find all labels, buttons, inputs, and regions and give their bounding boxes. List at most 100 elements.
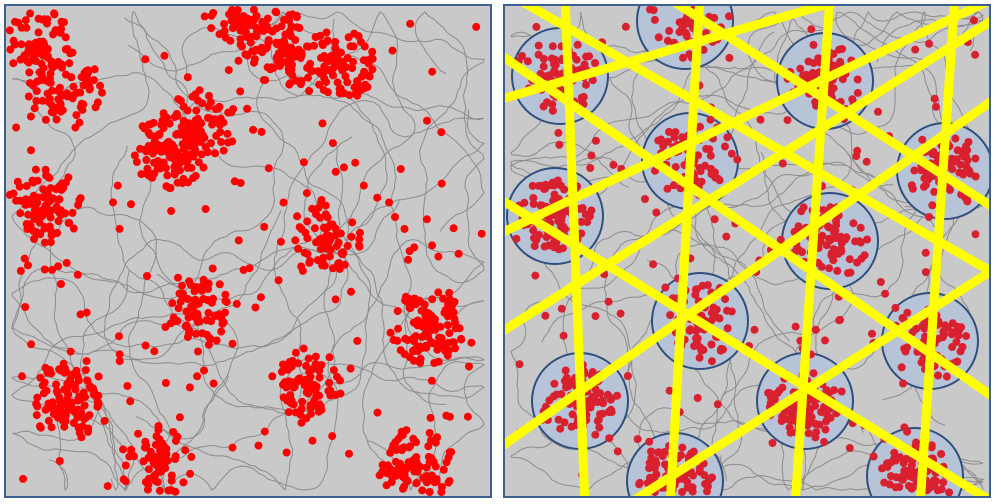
spike-dot (971, 230, 980, 239)
spike-dot (899, 379, 907, 388)
spike-dot (427, 319, 436, 327)
spike-dot (32, 97, 41, 105)
spike-dot (115, 224, 124, 233)
trajectory-path (510, 11, 854, 491)
spike-dot (386, 328, 395, 337)
spike-dot (36, 76, 45, 85)
trajectory-path (11, 18, 388, 361)
spike-dot (411, 300, 420, 309)
spike-dot (196, 120, 205, 129)
spike-dot (201, 205, 210, 213)
spike-dot (73, 270, 82, 279)
spike-dot (17, 40, 26, 49)
spike-dot (207, 11, 216, 20)
spike-dot (398, 446, 406, 455)
spike-dot (311, 386, 320, 394)
spike-dot (69, 419, 78, 427)
spike-dot (701, 161, 709, 170)
spike-dot (883, 459, 892, 468)
spike-dot (199, 163, 208, 172)
spike-dot (32, 411, 41, 420)
spike-dot (9, 189, 18, 198)
spike-dot (903, 427, 912, 436)
spike-dot (273, 57, 282, 65)
spike-dot (82, 76, 91, 85)
spike-dot (19, 474, 27, 483)
spike-dot (707, 357, 716, 366)
spike-dot (26, 9, 35, 18)
spike-dot (334, 238, 343, 247)
spike-dot (331, 391, 340, 399)
spike-dot (925, 213, 934, 221)
spike-dot (143, 272, 151, 280)
spike-dot (963, 156, 972, 165)
spike-dot (333, 372, 341, 381)
spike-dot (245, 264, 254, 273)
spike-dot (297, 225, 306, 233)
spike-dot (157, 147, 166, 156)
spike-dot (320, 52, 329, 60)
spike-dot (77, 408, 86, 417)
spike-dot (714, 174, 723, 183)
spike-dot (221, 33, 230, 42)
spike-dot (30, 215, 39, 223)
spike-dot (183, 73, 192, 82)
spike-dot (957, 323, 966, 332)
spike-dot (878, 464, 886, 473)
spike-dot (96, 81, 105, 90)
spike-dot (920, 324, 929, 333)
spike-dot (293, 212, 302, 221)
spike-dot (966, 169, 975, 178)
spike-dot (215, 280, 224, 289)
spike-dot (9, 59, 18, 68)
spike-dot (577, 217, 586, 226)
spike-dot (577, 229, 586, 238)
spike-dot (363, 56, 372, 65)
spike-dot (348, 64, 357, 73)
spike-dot (274, 276, 283, 285)
spike-dot (224, 66, 233, 75)
spike-dot (162, 182, 171, 191)
spike-dot (529, 200, 538, 208)
spike-dot (280, 16, 289, 24)
spike-dot (696, 167, 705, 176)
spike-dot (355, 241, 363, 250)
trajectory-path (126, 26, 485, 487)
spike-dot (205, 91, 213, 100)
spike-dot (645, 437, 654, 446)
spike-dot (389, 336, 398, 344)
spike-dot (928, 201, 937, 210)
spike-dot (315, 400, 324, 409)
trajectory-path (774, 11, 984, 401)
spike-dot (268, 372, 277, 381)
spike-dot (275, 38, 284, 47)
spike-dot (134, 429, 143, 438)
spike-dot (312, 392, 321, 400)
trajectory-path (303, 136, 486, 492)
spike-dot (961, 142, 970, 151)
spike-dot (897, 363, 906, 372)
spike-dot (652, 459, 661, 468)
spike-dot (925, 479, 934, 488)
spike-dot (437, 179, 446, 188)
spike-dot (221, 308, 229, 317)
spike-dot (161, 323, 170, 331)
spike-dot (586, 164, 595, 172)
spike-dot (43, 190, 52, 199)
spike-dot (311, 360, 320, 369)
spike-dot (756, 115, 765, 124)
spike-dot (450, 297, 459, 306)
spike-dot (81, 366, 90, 375)
spike-dot (530, 242, 539, 250)
spike-dot (290, 52, 299, 60)
spike-dot (315, 366, 324, 375)
spike-dot (253, 27, 261, 36)
spike-dot (295, 24, 304, 32)
spike-dot (422, 343, 431, 352)
spike-dot (539, 62, 548, 71)
spike-dot (159, 124, 168, 133)
grid-lines (505, 6, 989, 496)
spike-dot (552, 69, 561, 78)
spike-dot (912, 438, 921, 447)
spike-dot (209, 379, 218, 388)
